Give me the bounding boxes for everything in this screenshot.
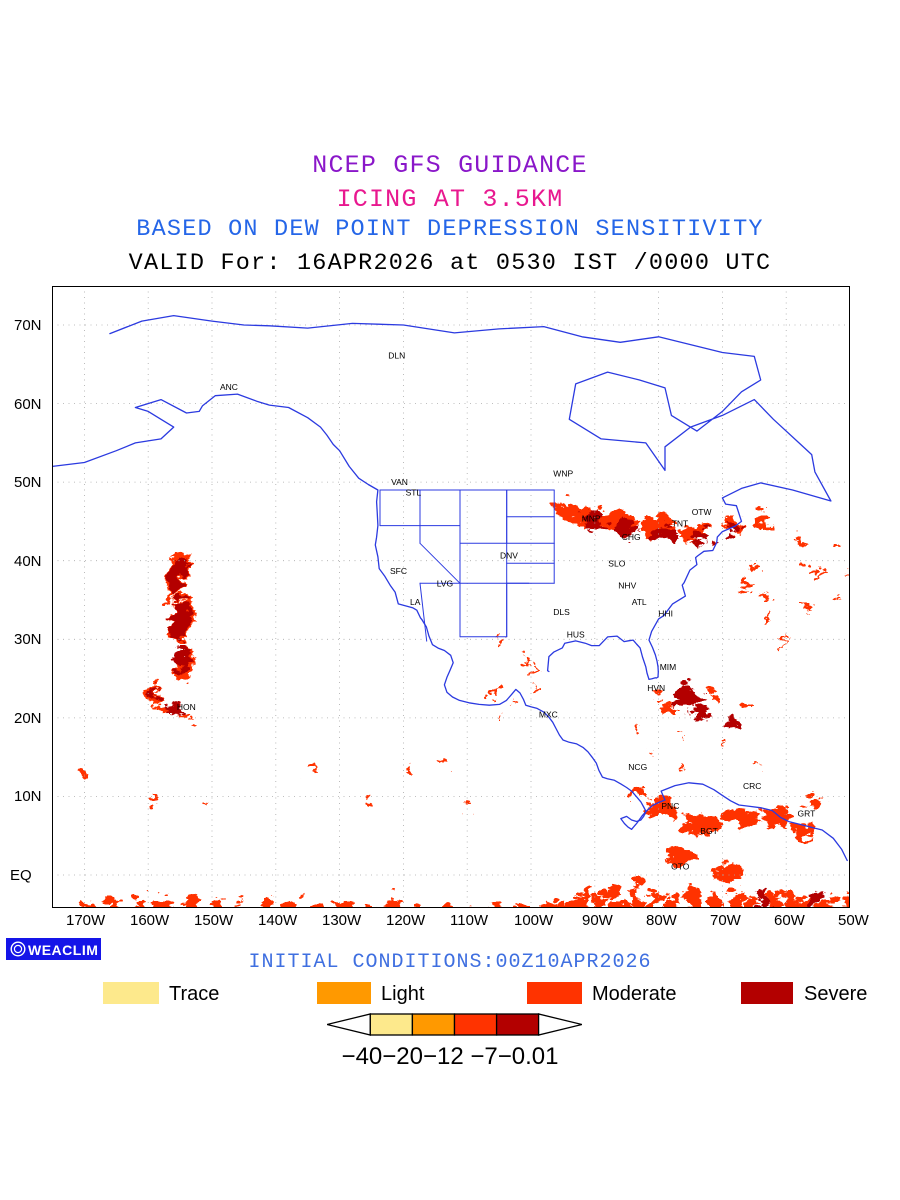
svg-text:MNP: MNP <box>582 514 601 524</box>
svg-text:TNT: TNT <box>672 519 689 529</box>
svg-text:DLS: DLS <box>553 607 570 617</box>
svg-text:OTW: OTW <box>692 507 712 517</box>
svg-text:CRC: CRC <box>743 781 761 791</box>
svg-text:LVG: LVG <box>437 579 453 589</box>
svg-text:SLO: SLO <box>608 559 625 569</box>
svg-text:MXC: MXC <box>539 710 558 720</box>
svg-text:STL: STL <box>406 488 422 498</box>
svg-text:PNC: PNC <box>661 801 679 811</box>
svg-text:CHG: CHG <box>622 532 641 542</box>
svg-text:ATL: ATL <box>632 597 647 607</box>
svg-text:WNP: WNP <box>553 469 573 479</box>
svg-text:NCG: NCG <box>628 762 647 772</box>
svg-text:GRT: GRT <box>798 809 816 819</box>
svg-text:ANC: ANC <box>220 382 238 392</box>
svg-text:HUS: HUS <box>567 630 585 640</box>
svg-text:HHI: HHI <box>658 609 673 619</box>
svg-text:SFC: SFC <box>390 566 407 576</box>
svg-text:NHV: NHV <box>618 580 636 590</box>
svg-text:LA: LA <box>410 597 421 607</box>
svg-text:BGT: BGT <box>700 826 717 836</box>
svg-text:HON: HON <box>177 702 196 712</box>
svg-text:DNV: DNV <box>500 550 518 560</box>
svg-text:OTO: OTO <box>671 861 690 871</box>
svg-text:HVN: HVN <box>647 683 665 693</box>
svg-text:VAN: VAN <box>391 477 408 487</box>
svg-text:MIM: MIM <box>660 662 677 672</box>
svg-text:DLN: DLN <box>388 350 405 360</box>
